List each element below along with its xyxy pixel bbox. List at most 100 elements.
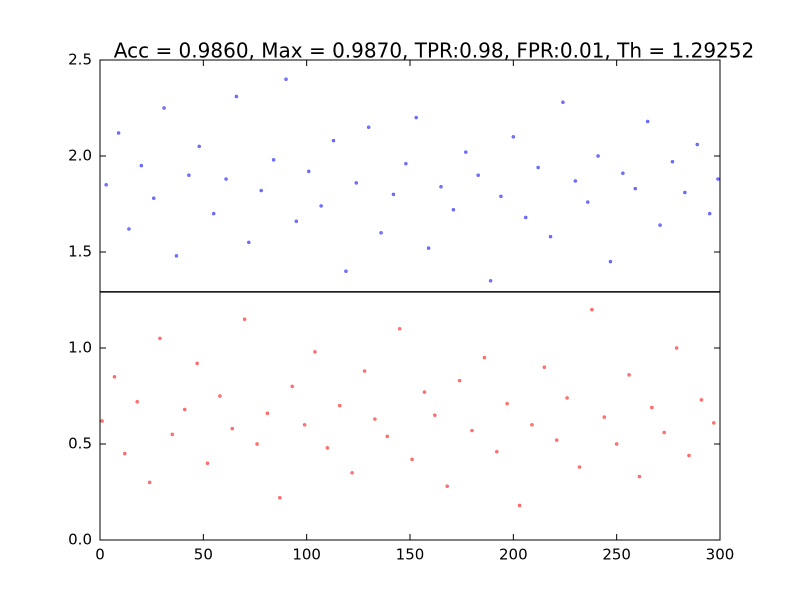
point: [306, 169, 311, 174]
point: [337, 403, 342, 408]
point: [313, 349, 317, 354]
plot-frame: [99, 59, 721, 541]
point: [674, 346, 679, 350]
point: [590, 307, 594, 312]
point: [488, 278, 493, 283]
y-tick-label: 0.0: [68, 531, 92, 549]
point: [302, 422, 307, 427]
point: [716, 177, 720, 181]
point: [476, 173, 481, 178]
point: [662, 430, 667, 435]
point: [246, 240, 251, 245]
point: [224, 177, 228, 181]
point: [426, 246, 431, 251]
point: [259, 188, 264, 193]
point: [439, 184, 443, 189]
point: [573, 179, 578, 183]
point: [451, 207, 456, 212]
point: [265, 411, 270, 416]
point: [391, 192, 396, 197]
point: [554, 438, 559, 443]
point: [608, 259, 613, 264]
x-tick-label: 150: [396, 546, 425, 564]
point: [627, 373, 631, 377]
x-tick-label: 0: [95, 546, 105, 564]
point: [385, 434, 390, 439]
y-tick-label: 2.0: [68, 147, 92, 165]
point: [410, 457, 414, 462]
point: [397, 326, 402, 331]
point: [445, 484, 450, 489]
point: [422, 390, 427, 395]
point: [162, 106, 166, 110]
x-tick-label: 100: [292, 546, 321, 564]
point: [432, 413, 437, 418]
point: [523, 215, 528, 220]
y-tick-label: 2.5: [68, 51, 92, 69]
point: [683, 190, 687, 195]
y-tick-label: 1.5: [68, 243, 92, 261]
point: [205, 461, 210, 466]
point: [104, 182, 109, 187]
point: [354, 181, 359, 185]
point: [404, 161, 408, 166]
point: [362, 369, 367, 373]
point: [284, 77, 288, 82]
point: [135, 399, 140, 404]
point: [645, 119, 650, 124]
x-tick-label: 300: [706, 546, 735, 564]
point: [482, 355, 487, 360]
point: [147, 480, 152, 485]
point: [331, 138, 336, 143]
point: [463, 150, 468, 155]
point: [585, 200, 590, 204]
x-tick-label: 200: [499, 546, 528, 564]
point: [614, 442, 619, 446]
point: [174, 253, 179, 258]
point: [242, 317, 247, 322]
point: [536, 165, 540, 170]
point: [517, 503, 522, 508]
point: [255, 442, 259, 446]
point: [577, 465, 582, 469]
point: [565, 396, 569, 400]
point: [602, 415, 607, 419]
chart-title: Acc = 0.9860, Max = 0.9870, TPR:0.98, FP…: [114, 39, 754, 63]
point: [457, 378, 462, 383]
point: [170, 432, 175, 437]
point: [658, 223, 662, 227]
point: [218, 394, 222, 398]
point: [290, 384, 295, 389]
point: [344, 269, 348, 274]
point: [548, 234, 553, 239]
point: [596, 154, 600, 158]
point: [350, 470, 354, 475]
y-tick-label: 1.0: [68, 339, 92, 357]
point: [195, 361, 199, 366]
point: [379, 230, 383, 235]
point: [230, 426, 235, 431]
point: [182, 407, 187, 412]
point: [414, 115, 419, 120]
point: [621, 171, 625, 176]
point: [561, 100, 565, 105]
point: [649, 405, 654, 410]
point: [127, 227, 131, 231]
point: [695, 142, 700, 147]
point: [373, 417, 377, 421]
point: [112, 374, 117, 379]
point: [187, 173, 191, 178]
point: [151, 196, 156, 201]
point: [325, 445, 330, 450]
point: [687, 453, 691, 458]
point: [116, 131, 121, 135]
point: [494, 449, 499, 454]
point: [277, 495, 282, 500]
point: [100, 419, 104, 423]
point: [211, 211, 216, 216]
point: [122, 451, 127, 456]
point: [158, 336, 162, 341]
point: [499, 194, 503, 199]
point: [505, 401, 509, 406]
point: [234, 94, 239, 99]
